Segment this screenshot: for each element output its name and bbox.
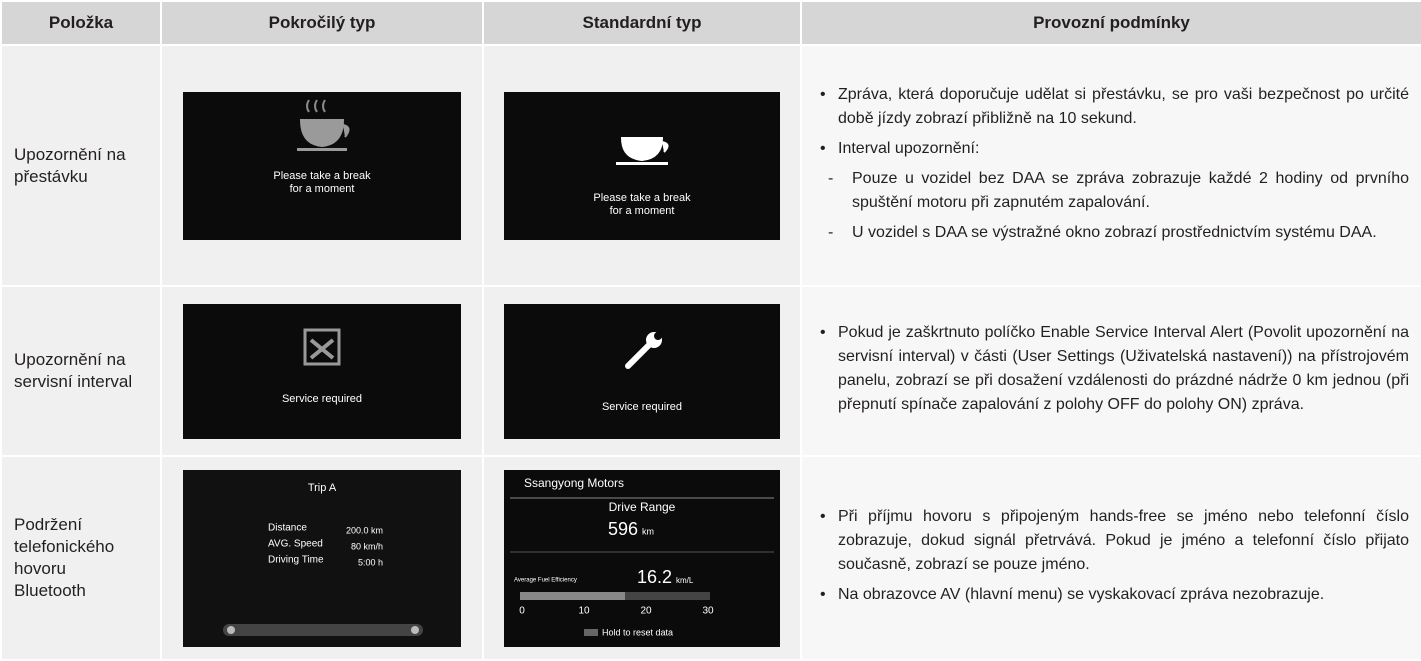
image-cell: Service required <box>482 285 802 457</box>
screen: Please take a break for a moment <box>504 91 780 240</box>
trip-value: 200.0 km <box>346 525 383 535</box>
efficiency-label: Average Fuel Efficiency <box>514 577 577 583</box>
bullet-item: Při příjmu hovoru s připojeným hands-fre… <box>820 505 1409 577</box>
screen: Service required <box>504 303 780 439</box>
item-line: Upozornění na <box>14 144 126 164</box>
bullet-item: Interval upozornění: <box>820 137 1409 161</box>
image-cell: Please take a break for a moment <box>482 44 802 287</box>
item-line: Bluetooth <box>14 581 86 600</box>
item-line: přestávku <box>14 166 88 186</box>
bullet-list: Pokud je zaškrtnuto políčko Enable Servi… <box>820 321 1409 417</box>
screen: Please take a break for a moment <box>183 91 461 240</box>
screen-text: Service required <box>602 400 682 412</box>
header-cell: Provozní podmínky <box>800 0 1421 46</box>
service-icon <box>303 328 341 365</box>
scale-label: 30 <box>702 605 714 616</box>
item-line: servisní interval <box>14 372 133 391</box>
bottom-bar <box>223 623 423 636</box>
screen-bg <box>504 303 780 439</box>
screen: Ssangyong Motors Drive Range 596 km Aver… <box>504 469 780 647</box>
screen-text: for a moment <box>290 182 355 194</box>
trip-value: 5:00 h <box>358 557 383 567</box>
tools-icon <box>309 337 335 360</box>
image-cell: Please take a break for a moment <box>160 44 484 287</box>
screen-bg <box>504 91 780 240</box>
saucer-icon <box>297 147 347 151</box>
item-line: hovoru <box>14 559 66 578</box>
screen-title: Trip A <box>308 481 337 493</box>
trip-label: Driving Time <box>268 554 324 565</box>
item-cell: Upozornění na servisní interval <box>0 285 162 457</box>
screen-text: Please take a break <box>273 169 371 181</box>
wrench-icon <box>625 340 653 369</box>
bullet-item: Na obrazovce AV (hlavní menu) se vyskako… <box>820 583 1409 607</box>
bullet-item: Pokud je zaškrtnuto políčko Enable Servi… <box>820 321 1409 417</box>
cup-icon <box>620 136 669 161</box>
range-label: Drive Range <box>609 500 676 514</box>
range-value: 596 <box>608 518 638 538</box>
screen-bg <box>504 469 780 647</box>
bullet-item: Zpráva, která doporučuje udělat si přest… <box>820 83 1409 131</box>
item-cell: Upozornění na přestávku <box>0 44 162 287</box>
header-cell: Položka <box>0 0 162 46</box>
header-cell: Standardní typ <box>482 0 802 46</box>
screen-bg <box>183 91 461 240</box>
settings-icon <box>411 625 419 634</box>
screen-bg <box>183 303 461 439</box>
wrench-jaw <box>654 331 662 340</box>
efficiency-value: 16.2 <box>637 566 672 586</box>
bullet-list: Zpráva, která doporučuje udělat si přest… <box>820 83 1409 245</box>
item-cell: Podržení telefonického hovoru Bluetooth <box>0 455 162 661</box>
scale-label: 0 <box>519 605 525 616</box>
scale-label: 20 <box>640 605 652 616</box>
item-line: Upozornění na <box>14 350 126 369</box>
trip-label: AVG. Speed <box>268 538 323 549</box>
bullet-list: Při příjmu hovoru s připojeným hands-fre… <box>820 505 1409 607</box>
sub-item: Pouze u vozidel bez DAA se zpráva zobraz… <box>820 167 1409 215</box>
trip-label: Distance <box>268 522 307 533</box>
scale-label: 10 <box>578 605 590 616</box>
screen: Service required <box>183 303 461 439</box>
efficiency-unit: km/L <box>676 576 694 585</box>
cup-icon <box>299 118 350 147</box>
image-cell: Service required <box>160 285 484 457</box>
item-line: telefonického <box>14 537 115 556</box>
trip-value: 80 km/h <box>351 541 383 551</box>
row: Upozornění na servisní interval Service r… <box>0 285 1421 457</box>
screen-text: for a moment <box>610 204 675 216</box>
sub-list: Pouze u vozidel bez DAA se zpráva zobraz… <box>820 167 1409 245</box>
row: Upozornění na přestávku Please take a bre… <box>0 44 1421 287</box>
button-icon <box>584 628 598 636</box>
sub-item: U vozidel s DAA se výstražné okno zobraz… <box>820 221 1409 245</box>
conditions-cell: Pokud je zaškrtnuto políčko Enable Servi… <box>800 285 1421 457</box>
steam-icon <box>306 98 326 113</box>
conditions-cell: Zpráva, která doporučuje udělat si přest… <box>800 44 1421 287</box>
scale-fill <box>520 591 625 600</box>
item-line: Podržení <box>14 515 83 534</box>
screen-text: Please take a break <box>593 191 691 203</box>
phone-icon <box>227 625 235 634</box>
image-cell: Ssangyong Motors Drive Range 596 km Aver… <box>482 455 802 661</box>
saucer-icon <box>616 161 668 165</box>
screen: Trip A Distance 200.0 km AVG. Speed 80 k… <box>183 469 461 647</box>
row: Podržení telefonického hovoru Bluetooth Tri… <box>0 455 1421 661</box>
screen-bg <box>183 469 461 647</box>
screen-text: Service required <box>282 392 362 404</box>
range-unit: km <box>642 526 654 536</box>
header-row: Položka Pokročilý typ Standardní typ Pro… <box>0 0 1421 46</box>
hint-text: Hold to reset data <box>602 627 673 637</box>
image-cell: Trip A Distance 200.0 km AVG. Speed 80 k… <box>160 455 484 661</box>
screen-title: Ssangyong Motors <box>524 476 624 490</box>
header-cell: Pokročilý typ <box>160 0 484 46</box>
conditions-cell: Při příjmu hovoru s připojeným hands-fre… <box>800 455 1421 661</box>
